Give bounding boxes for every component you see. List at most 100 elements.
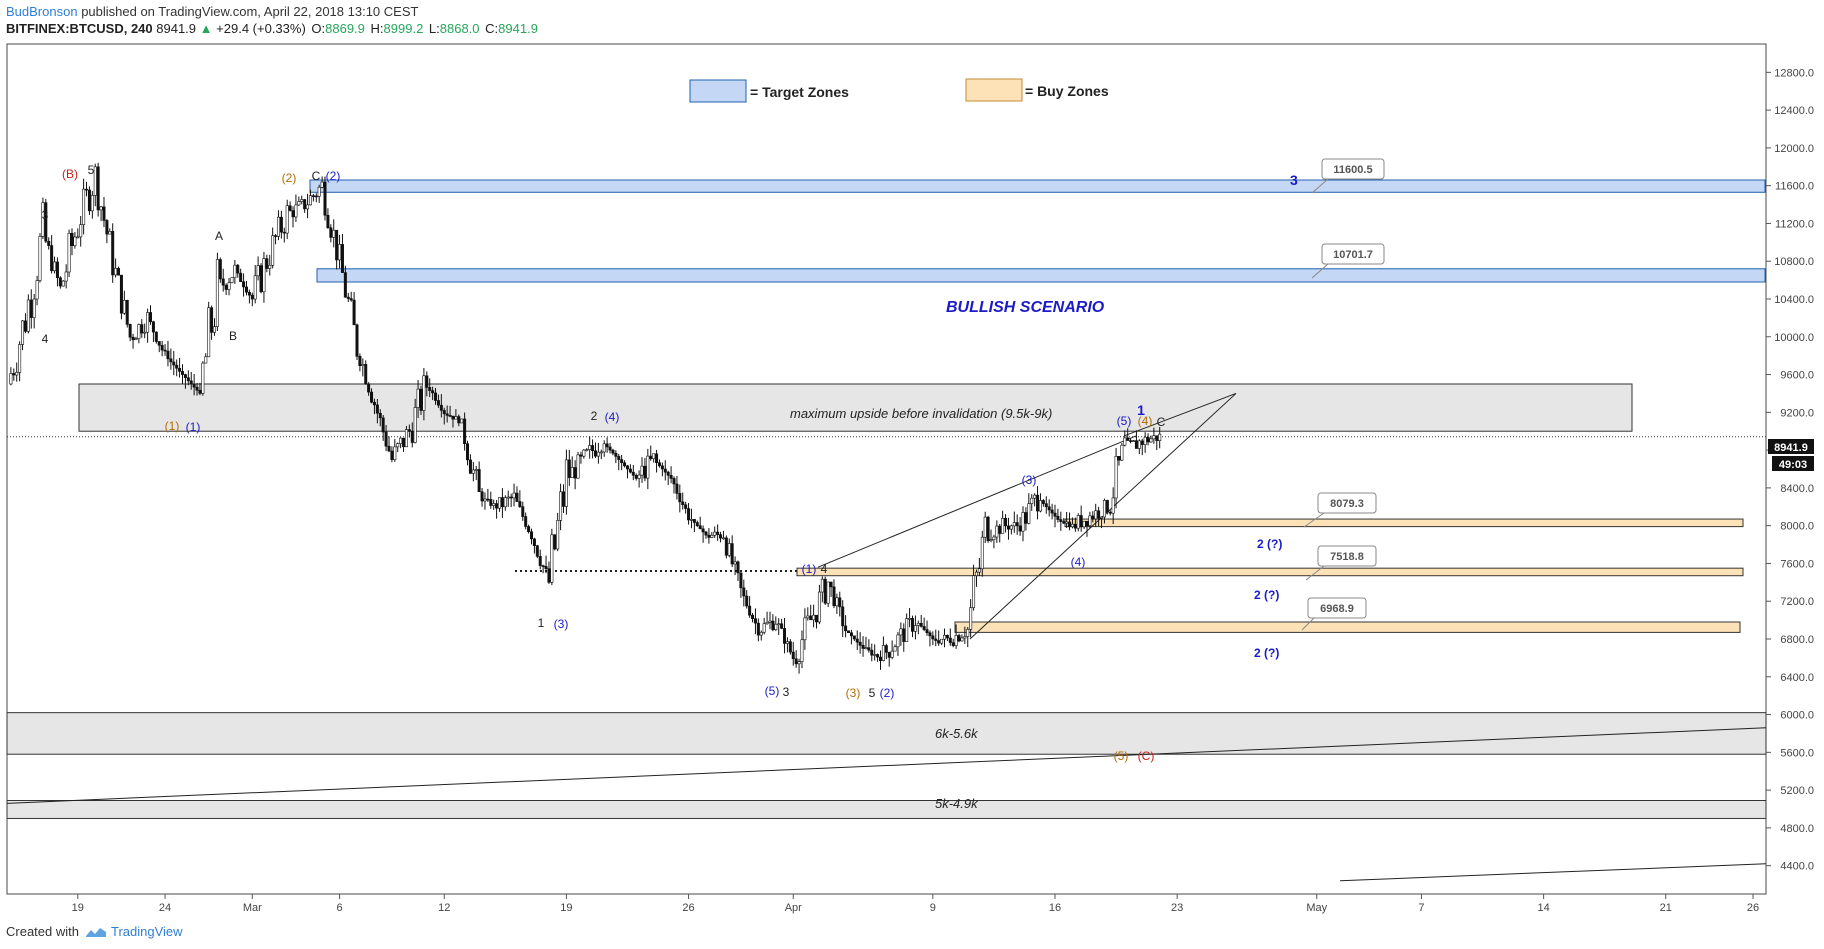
candle-body	[250, 294, 254, 300]
wave-label: 4	[42, 332, 49, 346]
candle-body	[913, 625, 917, 632]
candle-body	[675, 483, 679, 494]
wave-label: (1)	[165, 419, 180, 433]
high-label: H:	[370, 21, 384, 36]
candle-body	[111, 231, 115, 276]
scenario-label: BULLISH SCENARIO	[946, 299, 1105, 316]
candle-body	[809, 615, 813, 621]
open-label: O:	[311, 21, 326, 36]
candle-body	[1102, 500, 1106, 518]
x-tick-label: 14	[1537, 902, 1549, 914]
candle-body	[826, 581, 830, 604]
candle-body	[832, 586, 836, 607]
legend-buy-swatch	[965, 78, 1023, 102]
tradingview-link[interactable]: TradingView	[85, 924, 183, 939]
close-value: 8941.9	[498, 21, 538, 36]
candle-body	[271, 235, 275, 266]
candle-body	[428, 387, 432, 391]
candle-body	[561, 491, 565, 507]
wave-2-label-b: 2 (?)	[1254, 588, 1279, 602]
candle-body	[215, 259, 219, 327]
candle-body	[137, 324, 141, 340]
candle-body	[128, 324, 132, 338]
candle-body	[18, 344, 22, 373]
candle-body	[422, 375, 426, 411]
candle-body	[1152, 435, 1156, 440]
candle-body	[445, 413, 449, 416]
time-axis[interactable]: 19 24 Mar 6 12 19 26 Apr 9 16 23 May 7 14 21 26	[72, 894, 1759, 914]
candle-body	[195, 386, 199, 391]
candle-body	[154, 331, 158, 342]
candle-body	[38, 236, 42, 281]
price-callout-8079: 8079.3	[1303, 492, 1377, 528]
candle-body	[1146, 436, 1150, 443]
candle-body	[146, 312, 150, 333]
candle-body	[1082, 520, 1086, 528]
candle-body	[550, 534, 554, 583]
invalidation-label: maximum upside before invalidation (9.5k…	[790, 406, 1052, 421]
candle-body	[878, 656, 882, 661]
candle-body	[527, 526, 531, 533]
candle-body	[847, 630, 851, 634]
candle-body	[102, 206, 106, 221]
candle-body	[774, 623, 778, 631]
candle-body	[1149, 438, 1153, 443]
candle-body	[783, 628, 787, 644]
candle-body	[26, 299, 30, 332]
candle-body	[1033, 494, 1037, 499]
candle-body	[724, 537, 728, 556]
candle-body	[169, 358, 173, 363]
candle-body	[980, 536, 984, 570]
candle-body	[1070, 523, 1074, 528]
candle-body	[1100, 516, 1104, 519]
candle-body	[297, 201, 301, 206]
candle-body	[1027, 503, 1031, 524]
wave-label: (3)	[554, 617, 569, 631]
candle-body	[378, 412, 382, 419]
price-axis[interactable]: 12800.0 12400.0 12000.0 11600.0 11200.0 10800…	[1766, 67, 1814, 873]
candle-body	[881, 645, 885, 661]
candle-body	[73, 236, 77, 246]
candle-body	[201, 362, 205, 394]
low-label: L:	[428, 21, 440, 36]
candle-body	[212, 326, 216, 333]
candle-body	[1041, 500, 1045, 504]
candle-body	[730, 543, 734, 565]
candle-body	[390, 450, 394, 460]
y-tick-label: 10400.0	[1774, 294, 1814, 306]
candle-body	[890, 650, 894, 658]
candle-body	[599, 451, 603, 454]
candle-body	[451, 415, 455, 420]
candle-body	[1097, 510, 1101, 519]
candle-body	[349, 298, 353, 301]
candle-body	[687, 508, 691, 521]
candle-body	[207, 307, 211, 358]
footer: Created with TradingView	[6, 924, 183, 939]
y-tick-label: 6000.0	[1780, 710, 1814, 722]
wedge-upper-extension	[1123, 392, 1237, 437]
candle-body	[704, 531, 708, 536]
candle-body	[1056, 515, 1060, 520]
y-tick-label: 4400.0	[1780, 861, 1814, 873]
candle-body	[692, 519, 696, 523]
candle-body	[198, 389, 202, 394]
author-link[interactable]: BudBronson	[6, 4, 78, 19]
candle-body	[1129, 440, 1133, 442]
y-tick-label: 7600.0	[1780, 558, 1814, 570]
candle-body	[361, 364, 365, 367]
y-tick-label: 8000.0	[1780, 521, 1814, 533]
trendlines-layer	[6, 392, 1767, 882]
candle-body	[236, 264, 240, 274]
candle-body	[963, 636, 967, 639]
candle-body	[966, 629, 970, 637]
candle-body	[21, 320, 25, 345]
candle-body	[518, 501, 522, 507]
candle-body	[166, 350, 170, 360]
candle-body	[495, 503, 499, 509]
candle-body	[841, 606, 845, 627]
wave-label: A	[215, 229, 223, 243]
x-tick-label: 26	[682, 902, 694, 914]
current-price-tag-text: 8941.9	[1774, 442, 1808, 454]
candle-body	[343, 272, 347, 298]
